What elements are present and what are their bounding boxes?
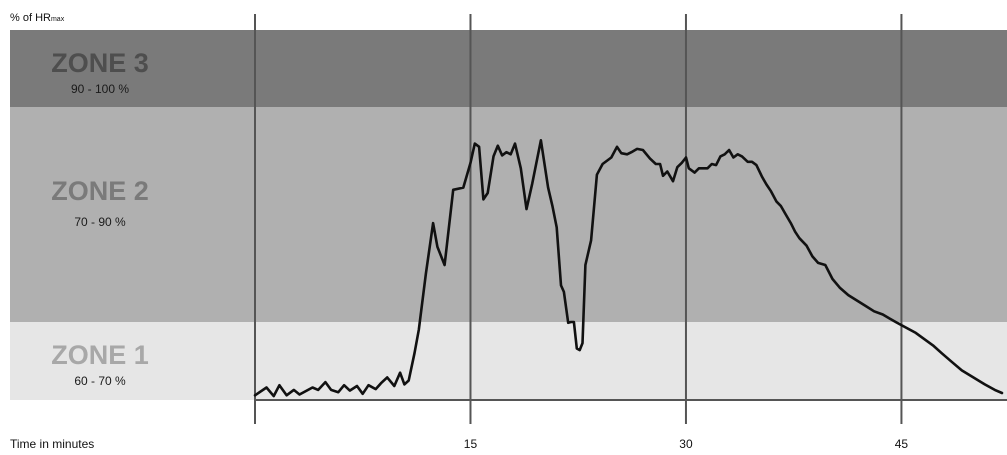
- zone-1-label: ZONE 1: [51, 340, 149, 370]
- zone-3-range-label: 90 - 100 %: [71, 82, 129, 96]
- zone-1-band: [10, 322, 1007, 400]
- zone-3-label: ZONE 3: [51, 48, 149, 78]
- zone-2-range-label: 70 - 90 %: [74, 215, 126, 229]
- x-tick-label-45: 45: [895, 437, 909, 451]
- zone-1-range-label: 60 - 70 %: [74, 374, 126, 388]
- zone-2-label: ZONE 2: [51, 176, 149, 206]
- heart-rate-series-line: [253, 139, 1004, 398]
- x-tick-label-15: 15: [464, 437, 478, 451]
- y-axis-label-subscript: max: [51, 16, 65, 23]
- zone-2-band: [10, 107, 1007, 322]
- y-axis-label: % of HRmax: [10, 12, 65, 24]
- x-axis-label: Time in minutes: [10, 437, 94, 451]
- zone-3-band: [10, 30, 1007, 107]
- y-axis-label-prefix: % of HR: [10, 12, 51, 24]
- x-tick-label-30: 30: [679, 437, 693, 451]
